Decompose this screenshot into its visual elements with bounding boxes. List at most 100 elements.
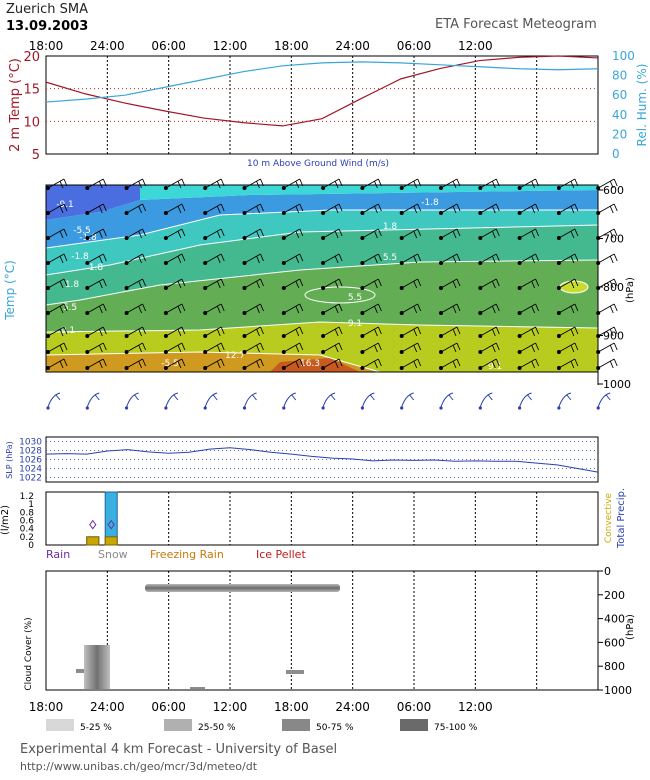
wind-barb (440, 303, 461, 314)
wind-barb (47, 358, 68, 369)
wind-barb (322, 326, 343, 337)
rain-marker (89, 519, 97, 530)
pressure-tick-label: 900 (603, 330, 624, 343)
wind-barb (440, 278, 461, 289)
wind-barb (362, 203, 382, 214)
wind-barb (244, 358, 264, 369)
top-time-label: 06:00 (151, 39, 186, 53)
wind-barb (362, 228, 382, 239)
surface-wind-barb (440, 392, 454, 408)
wind-barb (401, 203, 422, 214)
wind-barb (597, 228, 618, 239)
wind-barb (165, 203, 186, 214)
humidity-axis-label: Rel. Hum. (%) (635, 64, 649, 147)
wind-barb (401, 326, 422, 337)
surface-wind-barb (322, 392, 336, 408)
temp-tick-label: 10 (23, 115, 40, 130)
wind-barb (244, 326, 264, 337)
cloud-hpa-label: (hPa) (625, 614, 636, 640)
precip-type-label: Freezing Rain (150, 548, 224, 561)
isotherm-label: -9.1 (56, 200, 74, 210)
wind-barb (519, 342, 540, 353)
cloud-legend-label: 75-100 % (434, 723, 478, 733)
footer-credit: Experimental 4 km Forecast - University … (20, 742, 338, 757)
wind-barb (480, 342, 500, 353)
wind-barb (597, 178, 618, 189)
precip-tick-label: 1.2 (20, 492, 34, 502)
wind-barb (244, 278, 264, 289)
wind-barb (558, 303, 579, 314)
humidity-tick-label: 20 (612, 127, 627, 141)
wind-barb (519, 303, 540, 314)
bottom-time-label: 06:00 (397, 700, 432, 714)
meteogram-title: ETA Forecast Meteogram (435, 17, 597, 32)
isotherm-line (45, 259, 599, 306)
station-name: Zuerich SMA (6, 2, 88, 17)
convective-bar (86, 536, 100, 546)
wind-barb (204, 278, 225, 289)
wind-barb (401, 178, 422, 189)
isotherm-label: -5.5 (73, 226, 91, 236)
wind-barb (204, 326, 225, 337)
meteogram-chart: 18:00 18:00 24:00 24:00 06:00 06:00 12:00 12:00… (0, 39, 649, 733)
isotherm-line (45, 209, 598, 249)
surface-wind-station (85, 406, 89, 410)
wind-barb (87, 342, 107, 353)
wind-barb (165, 178, 186, 189)
wind-barb (322, 228, 343, 239)
surface-wind-station (518, 406, 522, 410)
wind-barb (597, 253, 618, 264)
surface-wind-station (596, 406, 600, 410)
wind-barb (362, 342, 382, 353)
wind-barb (244, 178, 264, 189)
cloud-pressure-label: 600 (604, 636, 625, 649)
wind-barb (283, 178, 304, 189)
wind-barb (126, 203, 147, 214)
surface-wind-station (46, 406, 50, 410)
wind-barb (362, 326, 382, 337)
wind-barb (322, 178, 343, 189)
wind-barb (440, 203, 461, 214)
wind-barb (165, 278, 186, 289)
cloud-pressure-label: 400 (604, 613, 625, 626)
cloud-legend-swatch (164, 719, 192, 731)
surface-wind-station (203, 406, 207, 410)
high-cloud-band (145, 584, 340, 592)
wind-barb (401, 278, 422, 289)
temp-panel-frame (45, 55, 599, 155)
surface-wind-station (125, 406, 129, 410)
isotherm-label: 16.3 (300, 359, 320, 369)
wind-barb (597, 278, 618, 289)
wind-barb (322, 253, 343, 264)
wind-barb (322, 278, 343, 289)
wind-barb (47, 342, 68, 353)
isotherm-loop (304, 286, 376, 304)
slp-tick-label: 1026 (19, 456, 42, 466)
pressure-tick-label: 1000 (603, 378, 631, 391)
wind-barb (362, 278, 382, 289)
precip-axis-label: (l/m2) (0, 505, 11, 535)
wind-barb (126, 326, 147, 337)
wind-barb (322, 342, 343, 353)
temperature-layer (270, 358, 360, 372)
cloud-pressure-label: 1000 (604, 684, 632, 697)
isotherm-label: 1.8 (89, 263, 104, 273)
wind-barb (480, 178, 500, 189)
wind-barb (480, 303, 500, 314)
surface-wind-barb (244, 392, 257, 408)
wind-barb (558, 358, 579, 369)
temp-tick-label: 20 (23, 50, 40, 65)
humidity-tick-label: 40 (612, 108, 627, 122)
precip-type-label: Snow (98, 548, 128, 561)
wind-barb (126, 358, 147, 369)
temp-axis-label: 2 m Temp (°C) (8, 58, 23, 152)
surface-wind-barb (204, 392, 218, 408)
wind-barb (87, 253, 107, 264)
surface-wind-barb (361, 392, 375, 408)
rain-marker (107, 519, 115, 530)
wind-barb (126, 178, 147, 189)
surface-wind-barb (283, 392, 297, 408)
bottom-time-label: 18:00 (274, 700, 309, 714)
isotherm-label: 1.8 (383, 222, 398, 232)
pressure-tick-label: 800 (603, 281, 624, 294)
